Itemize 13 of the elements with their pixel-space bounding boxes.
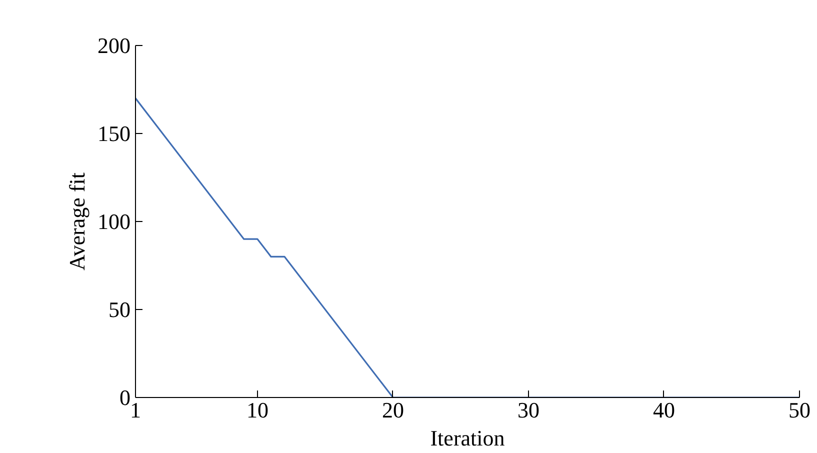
y-tick-label: 200 (98, 33, 130, 58)
x-tick-label: 40 (652, 398, 675, 422)
x-tick-label: 1 (130, 398, 141, 422)
y-tick-label: 0 (120, 385, 130, 410)
x-tick-label: 10 (246, 398, 268, 422)
x-tick-label: 50 (788, 398, 810, 422)
x-axis-title: Iteration (430, 426, 505, 450)
x-tick-label: 20 (382, 398, 404, 422)
y-tick-label: 100 (98, 209, 130, 234)
y-axis-title: Average fit (64, 172, 90, 270)
x-tick-label: 30 (517, 398, 540, 422)
y-tick-label: 150 (98, 121, 130, 146)
y-tick-label: 50 (108, 297, 130, 322)
